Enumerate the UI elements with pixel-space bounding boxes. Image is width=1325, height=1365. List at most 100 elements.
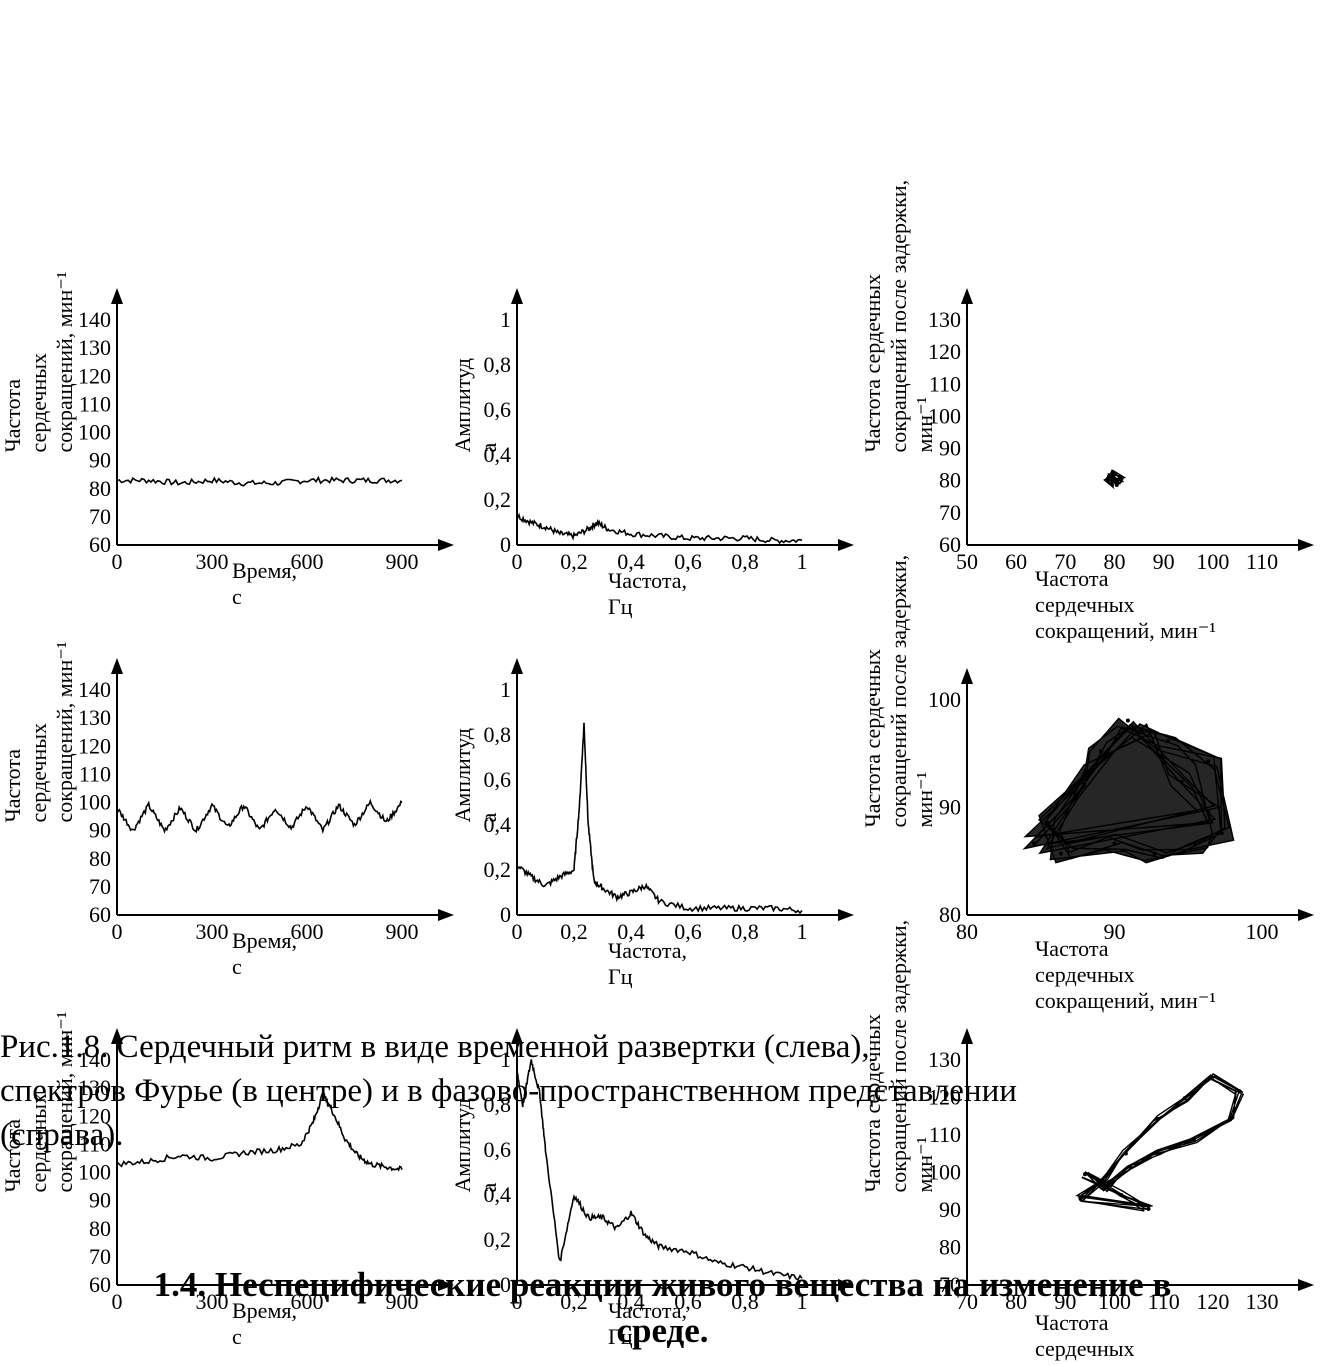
x-tick-label: 90 xyxy=(1104,919,1126,944)
y-tick-label: 130 xyxy=(928,307,961,332)
x-tick-label: 900 xyxy=(386,919,419,944)
x-tick-label: 0,2 xyxy=(560,1289,588,1314)
y-tick-label: 80 xyxy=(939,902,961,927)
data-point xyxy=(1045,820,1050,825)
x-tick-label: 70 xyxy=(956,1289,978,1314)
data-point xyxy=(1166,738,1171,743)
y-tick-label: 70 xyxy=(939,1272,961,1297)
y-axis-title-line: мин⁻¹ xyxy=(912,397,937,453)
y-tick-label: 130 xyxy=(78,705,111,730)
chart-row3-phase: 70 80 90 100 110 120 130708090100110120130Част… xyxy=(860,920,1314,1361)
x-tick-label: 90 xyxy=(1054,1289,1076,1314)
x-axis-arrow xyxy=(438,909,454,921)
x-axis-title-line: сокращений, мин⁻¹ xyxy=(1035,618,1216,643)
y-tick-label: 120 xyxy=(78,733,111,758)
y-tick-label: 100 xyxy=(928,687,961,712)
data-point xyxy=(1219,831,1224,836)
y-axis-arrow xyxy=(961,288,973,304)
y-tick-label: 0 xyxy=(500,1272,511,1297)
y-tick-label: 90 xyxy=(939,1197,961,1222)
data-point xyxy=(1085,769,1090,774)
y-tick-label: 100 xyxy=(78,1160,111,1185)
y-axis-arrow xyxy=(961,1028,973,1044)
y-axis-arrow xyxy=(511,288,523,304)
y-tick-label: 80 xyxy=(89,476,111,501)
y-tick-label: 60 xyxy=(89,902,111,927)
y-tick-label: 0,2 xyxy=(484,487,512,512)
section-heading-line-1: 1.4. Неспецифические реакции живого веще… xyxy=(153,1265,1172,1304)
x-axis-title-line: Время, xyxy=(232,1298,297,1323)
y-tick-label: 0,8 xyxy=(484,722,512,747)
y-tick-label: 1 xyxy=(500,307,511,332)
x-tick-label: 0,8 xyxy=(731,1289,759,1314)
x-tick-label: 120 xyxy=(1196,1289,1229,1314)
x-tick-label: 0,8 xyxy=(731,549,759,574)
x-tick-label: 0,2 xyxy=(560,919,588,944)
y-axis-title-line: Частота сердечных xyxy=(860,274,885,453)
y-tick-label: 110 xyxy=(929,1122,961,1147)
x-tick-label: 0,2 xyxy=(560,549,588,574)
y-axis-title: Частота сердечныхсокращений после задерж… xyxy=(860,920,937,1193)
y-tick-label: 130 xyxy=(78,335,111,360)
y-tick-label: 90 xyxy=(89,448,111,473)
y-tick-label: 60 xyxy=(89,1272,111,1297)
y-tick-label: 80 xyxy=(89,1216,111,1241)
data-point xyxy=(1105,477,1110,481)
y-tick-label: 100 xyxy=(928,1160,961,1185)
y-axis-title: Частота сердечныхсокращений после задерж… xyxy=(860,555,937,828)
y-tick-label: 110 xyxy=(929,371,961,396)
data-point xyxy=(1139,728,1144,733)
x-tick-label: 0 xyxy=(512,919,523,944)
data-point xyxy=(1210,1075,1215,1080)
y-tick-label: 140 xyxy=(78,677,111,702)
y-tick-label: 110 xyxy=(79,391,111,416)
x-axis-title-line: Гц xyxy=(608,1324,633,1349)
y-axis-title-line: а xyxy=(476,443,501,453)
y-axis-arrow xyxy=(111,1028,123,1044)
x-axis-title-line: Частота xyxy=(1035,566,1109,591)
y-axis-title-line: Амплитуд xyxy=(450,728,475,822)
y-axis-title: Частотасердечныхсокращений, мин⁻¹ xyxy=(0,1012,77,1193)
x-tick-label: 100 xyxy=(1098,1289,1131,1314)
x-tick-label: 110 xyxy=(1148,1289,1180,1314)
x-axis-arrow xyxy=(1298,539,1314,551)
y-axis-title-line: сокращений после задержки, xyxy=(886,555,911,828)
data-point xyxy=(1112,841,1117,846)
x-axis-arrow xyxy=(438,1279,454,1291)
y-axis-title-line: Амплитуд xyxy=(450,358,475,452)
data-point xyxy=(1155,1116,1160,1121)
y-axis-title: Частота сердечныхсокращений после задерж… xyxy=(860,180,937,453)
x-axis-title-line: сердечных xyxy=(1035,1336,1135,1361)
y-tick-label: 1 xyxy=(500,1047,511,1072)
y-tick-label: 0,4 xyxy=(484,442,512,467)
x-axis-title-line: Частота, xyxy=(608,1298,687,1323)
x-axis-title-line: Гц xyxy=(608,964,633,989)
chart-row1-phase: 50 60 70 80 90 100 11060708090100110120130Част… xyxy=(860,180,1314,643)
x-tick-label: 0,8 xyxy=(731,919,759,944)
data-point xyxy=(1110,474,1115,478)
y-axis-arrow xyxy=(111,658,123,674)
y-axis-arrow xyxy=(511,658,523,674)
x-axis-arrow xyxy=(438,539,454,551)
y-tick-label: 0,8 xyxy=(484,352,512,377)
y-axis-arrow xyxy=(111,288,123,304)
data-point xyxy=(1228,1116,1233,1121)
data-point xyxy=(1123,1151,1128,1156)
x-tick-label: 70 xyxy=(1054,549,1076,574)
y-tick-label: 130 xyxy=(928,1047,961,1072)
x-axis-title-line: Время, xyxy=(232,558,297,583)
x-tick-label: 90 xyxy=(1153,549,1175,574)
chart-row1-spectrum: 0 0,2 0,4 0,6 0,8 1 0 0,2 0,4 0,6 0,8 1 Амплитуда Час… xyxy=(450,288,854,619)
y-tick-label: 70 xyxy=(89,874,111,899)
x-tick-label: 80 xyxy=(1005,1289,1027,1314)
x-tick-label: 0,6 xyxy=(674,1289,702,1314)
x-tick-label: 0 xyxy=(512,1289,523,1314)
y-tick-label: 140 xyxy=(78,307,111,332)
y-tick-label: 110 xyxy=(79,761,111,786)
y-axis-title-line: Частота сердечных xyxy=(860,1014,885,1193)
y-axis-arrow xyxy=(961,668,973,684)
y-axis-title-line: сокращений после задержки, xyxy=(886,920,911,1193)
y-tick-label: 120 xyxy=(928,339,961,364)
y-tick-label: 90 xyxy=(89,1188,111,1213)
data-point xyxy=(1099,749,1104,754)
